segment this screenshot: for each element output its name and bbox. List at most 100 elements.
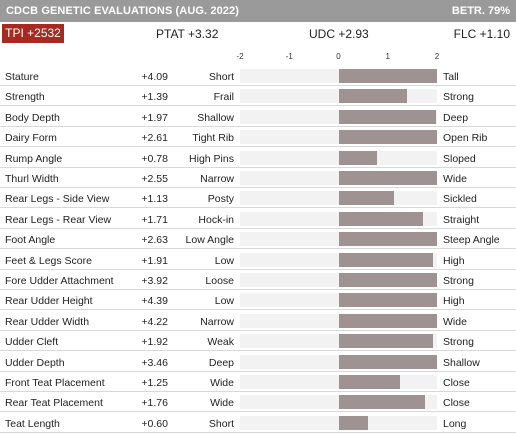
row-divider — [0, 391, 516, 392]
trait-value: +1.76 — [141, 397, 168, 410]
row-divider — [0, 431, 516, 433]
trait-low-label: Shallow — [197, 111, 234, 124]
trait-row: Rump Angle +0.78 High Pins Sloped — [0, 148, 516, 168]
trait-name: Rear Teat Placement — [5, 397, 103, 410]
trait-bar — [338, 252, 433, 267]
trait-row: Udder Cleft +1.92 Weak Strong — [0, 331, 516, 352]
axis-tick-label: 0 — [336, 52, 341, 61]
trait-row: Stature +4.09 Short Tall — [0, 66, 516, 86]
trait-bar — [338, 232, 437, 247]
row-divider — [0, 146, 516, 148]
trait-value: +1.39 — [141, 91, 168, 104]
trait-value: +0.78 — [141, 152, 168, 165]
row-divider — [0, 125, 516, 127]
trait-bar — [338, 211, 423, 226]
trait-value: +3.46 — [141, 356, 168, 369]
row-divider — [0, 105, 516, 107]
trait-name: Udder Depth — [5, 356, 65, 369]
trait-name: Rear Udder Height — [5, 295, 93, 308]
chart-axis: -2 -1 0 1 2 — [0, 46, 516, 66]
row-divider — [0, 329, 516, 331]
udc-value: UDC +2.93 — [309, 27, 369, 41]
trait-bar — [338, 130, 437, 145]
trait-name: Strength — [5, 91, 45, 104]
trait-low-label: Narrow — [200, 315, 234, 328]
trait-high-label: Tall — [443, 71, 459, 83]
trait-name: Foot Angle — [5, 234, 56, 247]
ptat-value: PTAT +3.32 — [156, 27, 219, 41]
trait-bar — [338, 109, 436, 124]
trait-low-label: High Pins — [189, 152, 234, 165]
trait-name: Body Depth — [5, 111, 60, 124]
row-divider — [0, 411, 516, 413]
trait-high-label: Sloped — [443, 152, 476, 165]
trait-name: Udder Cleft — [5, 336, 59, 349]
trait-low-label: Wide — [210, 397, 234, 410]
trait-low-label: Wide — [210, 377, 234, 389]
trait-name: Rear Legs - Side View — [5, 193, 110, 206]
row-divider — [0, 309, 516, 311]
row-divider — [0, 289, 516, 290]
axis-tick-label: -2 — [236, 52, 244, 61]
trait-high-label: Sickled — [443, 193, 477, 206]
trait-row: Feet & Legs Score +1.91 Low High — [0, 250, 516, 270]
trait-low-label: Tight Rib — [192, 132, 234, 145]
header-title: CDCB GENETIC EVALUATIONS (AUG. 2022) — [6, 5, 239, 17]
row-divider — [0, 166, 516, 168]
row-divider — [0, 227, 516, 229]
trait-name: Stature — [5, 71, 39, 83]
trait-low-label: Low Angle — [185, 234, 234, 247]
trait-value: +1.13 — [141, 193, 168, 206]
trait-high-label: Wide — [443, 173, 467, 185]
row-divider — [0, 350, 516, 352]
trait-value: +1.97 — [141, 111, 168, 124]
trait-name: Dairy Form — [5, 132, 57, 145]
trait-low-label: Hock-in — [198, 213, 234, 226]
trait-bar — [338, 89, 407, 104]
trait-low-label: Short — [208, 417, 234, 430]
trait-name: Front Teat Placement — [5, 377, 105, 389]
trait-bar — [338, 354, 437, 369]
trait-low-label: Loose — [205, 275, 234, 287]
axis-tick-label: 2 — [434, 52, 440, 61]
trait-row: Udder Depth +3.46 Deep Shallow — [0, 352, 516, 372]
trait-low-label: Short — [208, 71, 234, 83]
trait-bar — [338, 313, 437, 328]
trait-row: Rear Legs - Rear View +1.71 Hock-in Straigh… — [0, 209, 516, 229]
trait-low-label: Frail — [213, 91, 234, 104]
trait-name: Thurl Width — [5, 173, 59, 185]
trait-high-label: High — [443, 295, 465, 308]
trait-row: Dairy Form +2.61 Tight Rib Open Rib — [0, 127, 516, 148]
trait-low-label: Weak — [207, 336, 234, 349]
trait-high-label: Close — [443, 377, 470, 389]
trait-value: +1.71 — [141, 213, 168, 226]
trait-high-label: Strong — [443, 91, 474, 104]
trait-bar — [338, 395, 426, 410]
trait-row: Strength +1.39 Frail Strong — [0, 86, 516, 107]
row-divider — [0, 268, 516, 270]
trait-bar — [338, 171, 437, 185]
trait-bar — [338, 334, 434, 349]
trait-high-label: Shallow — [443, 356, 480, 369]
trait-row: Rear Teat Placement +1.76 Wide Close — [0, 392, 516, 413]
trait-low-label: Low — [214, 295, 234, 308]
axis-tick-label: 1 — [385, 52, 390, 61]
trait-high-label: Wide — [443, 315, 467, 328]
trait-low-label: Low — [214, 254, 234, 267]
trait-low-label: Posty — [207, 193, 234, 206]
trait-value: +3.92 — [141, 275, 168, 287]
trait-high-label: Open Rib — [443, 132, 488, 145]
trait-bar — [338, 69, 437, 83]
trait-high-label: High — [443, 254, 465, 267]
trait-high-label: Deep — [443, 111, 469, 124]
trait-value: +2.63 — [141, 234, 168, 247]
trait-bar — [338, 191, 395, 206]
trait-name: Rear Legs - Rear View — [5, 213, 112, 226]
trait-low-label: Deep — [208, 356, 234, 369]
reliability-label: BETR. 79% — [451, 5, 510, 17]
row-divider — [0, 370, 516, 372]
summary-bar: TPI +2532 PTAT +3.32 UDC +2.93 FLC +1.10 — [0, 22, 516, 46]
trait-value: +1.25 — [141, 377, 168, 389]
trait-row: Rear Udder Height +4.39 Low High — [0, 290, 516, 311]
trait-row: Body Depth +1.97 Shallow Deep — [0, 107, 516, 127]
